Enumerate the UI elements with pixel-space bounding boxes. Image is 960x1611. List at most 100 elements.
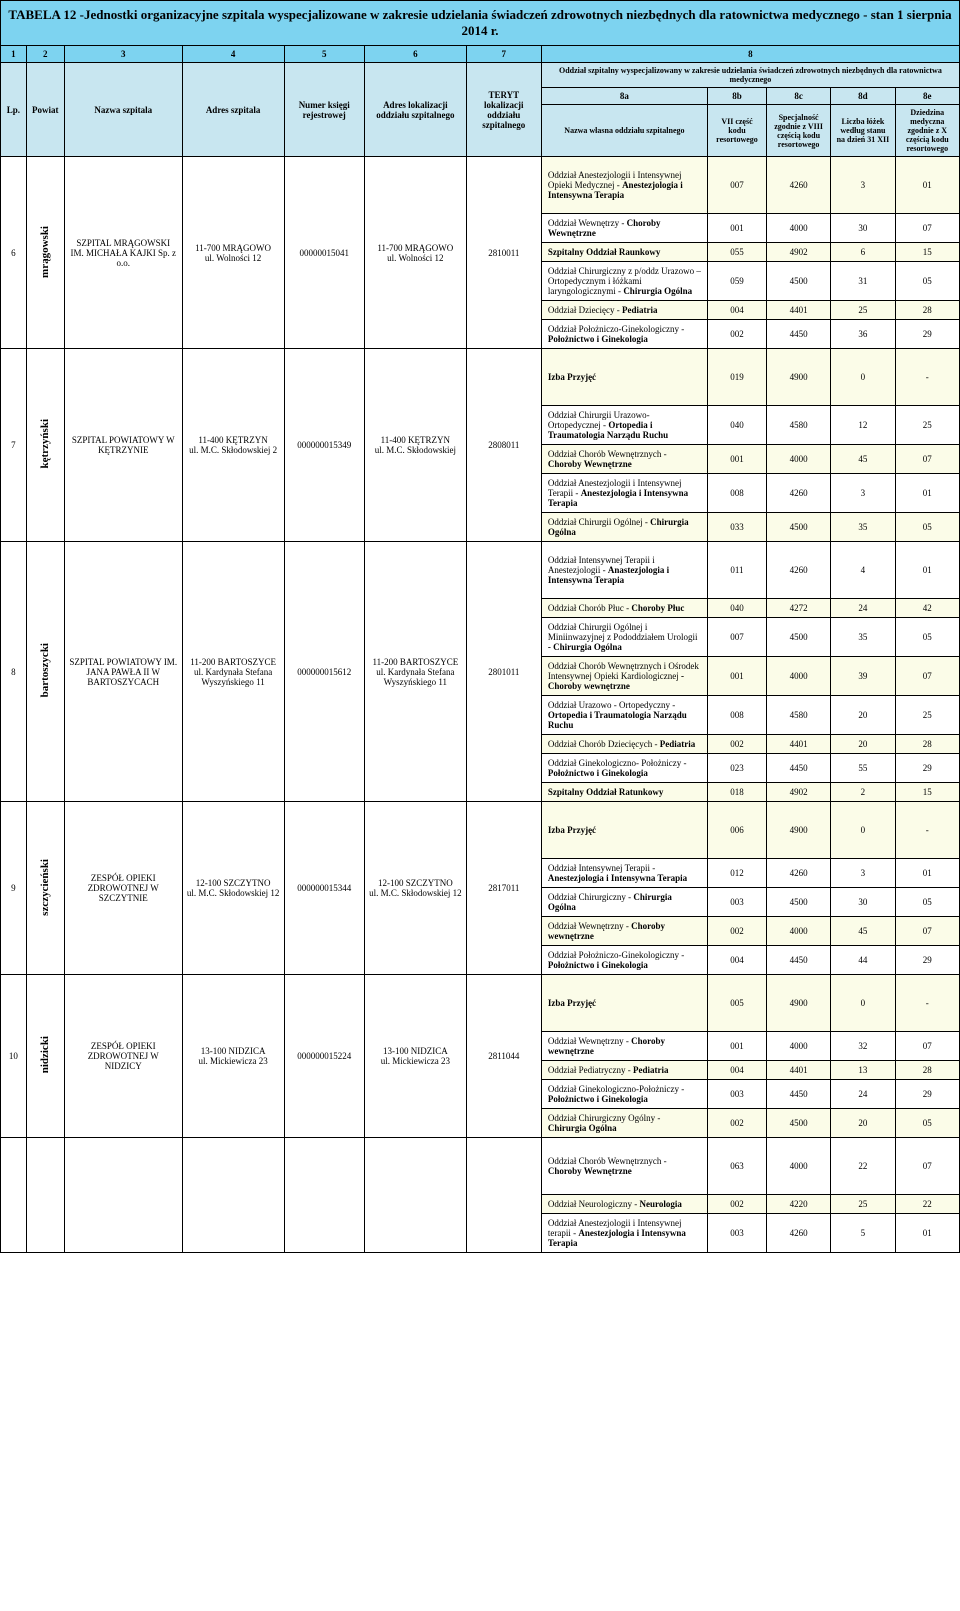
cell-8c: 4902 (766, 243, 830, 262)
cell-8c: 4260 (766, 157, 830, 214)
cell-adres: 11-200 BARTOSZYCEul. Kardynała Stefana W… (182, 542, 284, 802)
cell-dept-name: Oddział Chorób Wewnętrznych - Choroby We… (541, 1138, 707, 1195)
cell-lokal: 12-100 SZCZYTNOul. M.C. Skłodowskiej 12 (364, 802, 466, 975)
cell-dept-name: Oddział Chorób Wewnętrznych i Ośrodek In… (541, 657, 707, 696)
hdr-h8b: VII część kodu resortowego (708, 105, 767, 157)
cell-8c: 4900 (766, 975, 830, 1032)
cell-dept-name: Oddział Intensywnej Terapii i Anestezjol… (541, 542, 707, 599)
cell-8c: 4000 (766, 657, 830, 696)
cell-8c: 4900 (766, 349, 830, 406)
hdr-8top: Oddział szpitalny wyspecjalizowany w zak… (541, 63, 959, 88)
cell-8b: 008 (708, 696, 767, 735)
cell-8d: 25 (831, 301, 895, 320)
cell-dept-name: Oddział Anestezjologii i Intensywnej Ter… (541, 474, 707, 513)
cell-nazwa (64, 1138, 182, 1253)
cell-8b: 019 (708, 349, 767, 406)
cell-adres: 12-100 SZCZYTNOul. M.C. Skłodowskiej 12 (182, 802, 284, 975)
cell-8d: 3 (831, 474, 895, 513)
colnum-7: 7 (466, 46, 541, 63)
cell-8d: 3 (831, 859, 895, 888)
cell-8d: 0 (831, 975, 895, 1032)
cell-8c: 4000 (766, 1032, 830, 1061)
cell-teryt (466, 1138, 541, 1253)
cell-8d: 25 (831, 1195, 895, 1214)
cell-8d: 55 (831, 754, 895, 783)
cell-8d: 32 (831, 1032, 895, 1061)
cell-dept-name: Oddział Pediatryczny - Pediatria (541, 1061, 707, 1080)
hdr-lokal: Adres lokalizacji oddziału szpitalnego (364, 63, 466, 157)
colnum-3: 3 (64, 46, 182, 63)
hdr-h8d: Liczba łóżek według stanu na dzień 31 XI… (831, 105, 895, 157)
hdr-h8a: Nazwa własna oddziału szpitalnego (541, 105, 707, 157)
cell-8d: 35 (831, 513, 895, 542)
cell-8e: 25 (895, 406, 959, 445)
cell-8b: 004 (708, 301, 767, 320)
cell-8d: 3 (831, 157, 895, 214)
table-row: 8bartoszyckiSZPITAL POWIATOWY IM. JANA P… (1, 542, 960, 599)
cell-8c: 4272 (766, 599, 830, 618)
cell-dept-name: Oddział Chirurgiczny Ogólny - Chirurgia … (541, 1109, 707, 1138)
cell-8b: 023 (708, 754, 767, 783)
cell-8b: 002 (708, 1195, 767, 1214)
hdr-adres: Adres szpitala (182, 63, 284, 157)
cell-8e: 29 (895, 320, 959, 349)
cell-lp: 10 (1, 975, 27, 1138)
cell-8e: 07 (895, 917, 959, 946)
cell-dept-name: Oddział Chirurgii Urazowo-Ortopedycznej … (541, 406, 707, 445)
hospital-table: TABELA 12 -Jednostki organizacyjne szpit… (0, 0, 960, 1253)
colnum-2: 2 (26, 46, 64, 63)
cell-8b: 040 (708, 599, 767, 618)
cell-8e: 01 (895, 1214, 959, 1253)
cell-8b: 005 (708, 975, 767, 1032)
cell-8e: 22 (895, 1195, 959, 1214)
cell-8e: 07 (895, 657, 959, 696)
cell-lp: 7 (1, 349, 27, 542)
hdr-8a: 8a (541, 88, 707, 105)
cell-8b: 001 (708, 445, 767, 474)
cell-8d: 0 (831, 349, 895, 406)
cell-8d: 45 (831, 917, 895, 946)
cell-8d: 2 (831, 783, 895, 802)
hdr-nazwa: Nazwa szpitala (64, 63, 182, 157)
cell-lp: 6 (1, 157, 27, 349)
cell-8d: 35 (831, 618, 895, 657)
cell-nazwa: SZPITAL MRĄGOWSKI IM. MICHAŁA KAJKI Sp. … (64, 157, 182, 349)
cell-8e: 07 (895, 214, 959, 243)
cell-8e: 01 (895, 474, 959, 513)
cell-8b: 011 (708, 542, 767, 599)
cell-8b: 001 (708, 657, 767, 696)
cell-dept-name: Oddział Chirurgii Ogólnej - Chirurgia Og… (541, 513, 707, 542)
cell-8e: 05 (895, 618, 959, 657)
cell-8c: 4260 (766, 859, 830, 888)
cell-lokal: 11-200 BARTOSZYCEul. Kardynała Stefana W… (364, 542, 466, 802)
cell-ksiega: 000000015344 (284, 802, 364, 975)
hdr-lp: Lp. (1, 63, 27, 157)
table-row: Oddział Chorób Wewnętrznych - Choroby We… (1, 1138, 960, 1195)
cell-lokal: 13-100 NIDZICAul. Mickiewicza 23 (364, 975, 466, 1138)
cell-8c: 4500 (766, 513, 830, 542)
cell-lp: 9 (1, 802, 27, 975)
cell-8e: 28 (895, 735, 959, 754)
cell-8e: 05 (895, 513, 959, 542)
cell-nazwa: ZESPÓŁ OPIEKI ZDROWOTNEJ W SZCZYTNIE (64, 802, 182, 975)
cell-8c: 4500 (766, 1109, 830, 1138)
cell-8e: 29 (895, 946, 959, 975)
cell-dept-name: Oddział Położniczo-Ginekologiczny - Poło… (541, 320, 707, 349)
cell-8e: - (895, 349, 959, 406)
cell-nazwa: SZPITAL POWIATOWY W KĘTRZYNIE (64, 349, 182, 542)
colnum-8: 8 (541, 46, 959, 63)
cell-8b: 004 (708, 946, 767, 975)
cell-8d: 39 (831, 657, 895, 696)
cell-ksiega: 000000015612 (284, 542, 364, 802)
cell-8b: 007 (708, 157, 767, 214)
cell-dept-name: Oddział Wewnętrzny - Choroby wewnętrzne (541, 917, 707, 946)
cell-adres (182, 1138, 284, 1253)
cell-nazwa: SZPITAL POWIATOWY IM. JANA PAWŁA II W BA… (64, 542, 182, 802)
cell-8e: 01 (895, 542, 959, 599)
cell-8c: 4260 (766, 474, 830, 513)
cell-powiat: kętrzyński (26, 349, 64, 542)
cell-8b: 018 (708, 783, 767, 802)
cell-powiat: nidzicki (26, 975, 64, 1138)
cell-dept-name: Oddział Chirurgiczny z p/oddz Urazowo – … (541, 262, 707, 301)
cell-dept-name: Oddział Dziecięcy - Pediatria (541, 301, 707, 320)
